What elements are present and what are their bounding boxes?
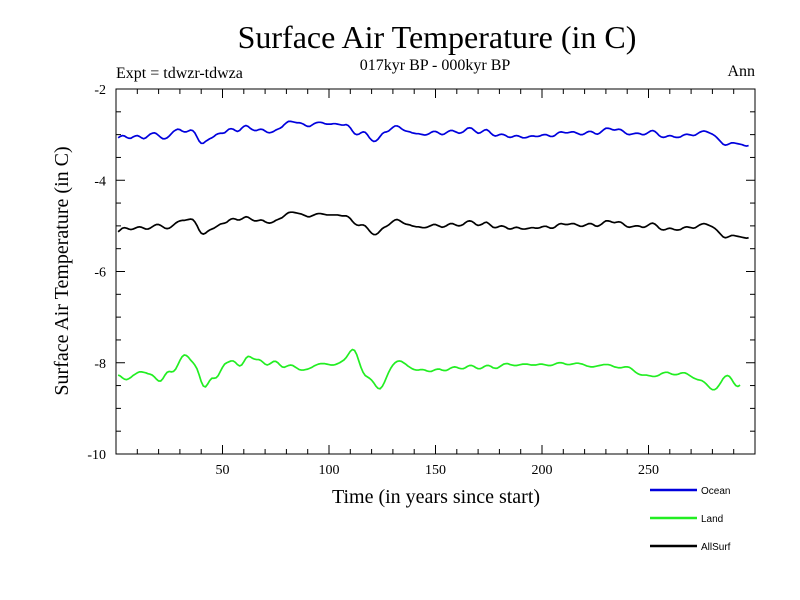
season-label: Ann — [727, 63, 755, 80]
y-tick-label: -4 — [94, 174, 106, 189]
expt-label: Expt = tdwzr-tdwza — [116, 65, 243, 82]
legend-label-ocean: Ocean — [701, 486, 730, 497]
x-tick-label: 50 — [216, 463, 230, 478]
x-tick-label: 100 — [319, 463, 340, 478]
y-tick-label: -2 — [94, 83, 106, 98]
series-group — [117, 120, 749, 391]
x-axis-label: Time (in years since start) — [332, 486, 540, 508]
chart-title: Surface Air Temperature (in C) — [238, 19, 637, 55]
legend: Ocean Land AllSurf — [650, 486, 731, 553]
x-tick-labels: 50 100 150 200 250 — [216, 463, 660, 478]
axis-ticks — [116, 89, 755, 454]
series-line-land — [117, 348, 741, 391]
series-line-allsurf — [117, 211, 749, 240]
y-axis-label: Surface Air Temperature (in C) — [51, 146, 73, 395]
x-tick-label: 250 — [638, 463, 659, 478]
y-tick-label: -6 — [94, 266, 106, 281]
chart-subtitle: 017kyr BP - 000kyr BP — [360, 57, 511, 74]
y-tick-label: -10 — [87, 448, 106, 463]
y-tick-labels: -10 -8 -6 -4 -2 — [87, 83, 106, 463]
x-tick-label: 200 — [532, 463, 553, 478]
legend-label-land: Land — [701, 514, 723, 525]
x-tick-label: 150 — [425, 463, 446, 478]
y-tick-label: -8 — [94, 357, 106, 372]
series-line-ocean — [117, 120, 749, 147]
legend-label-allsurf: AllSurf — [701, 542, 731, 553]
